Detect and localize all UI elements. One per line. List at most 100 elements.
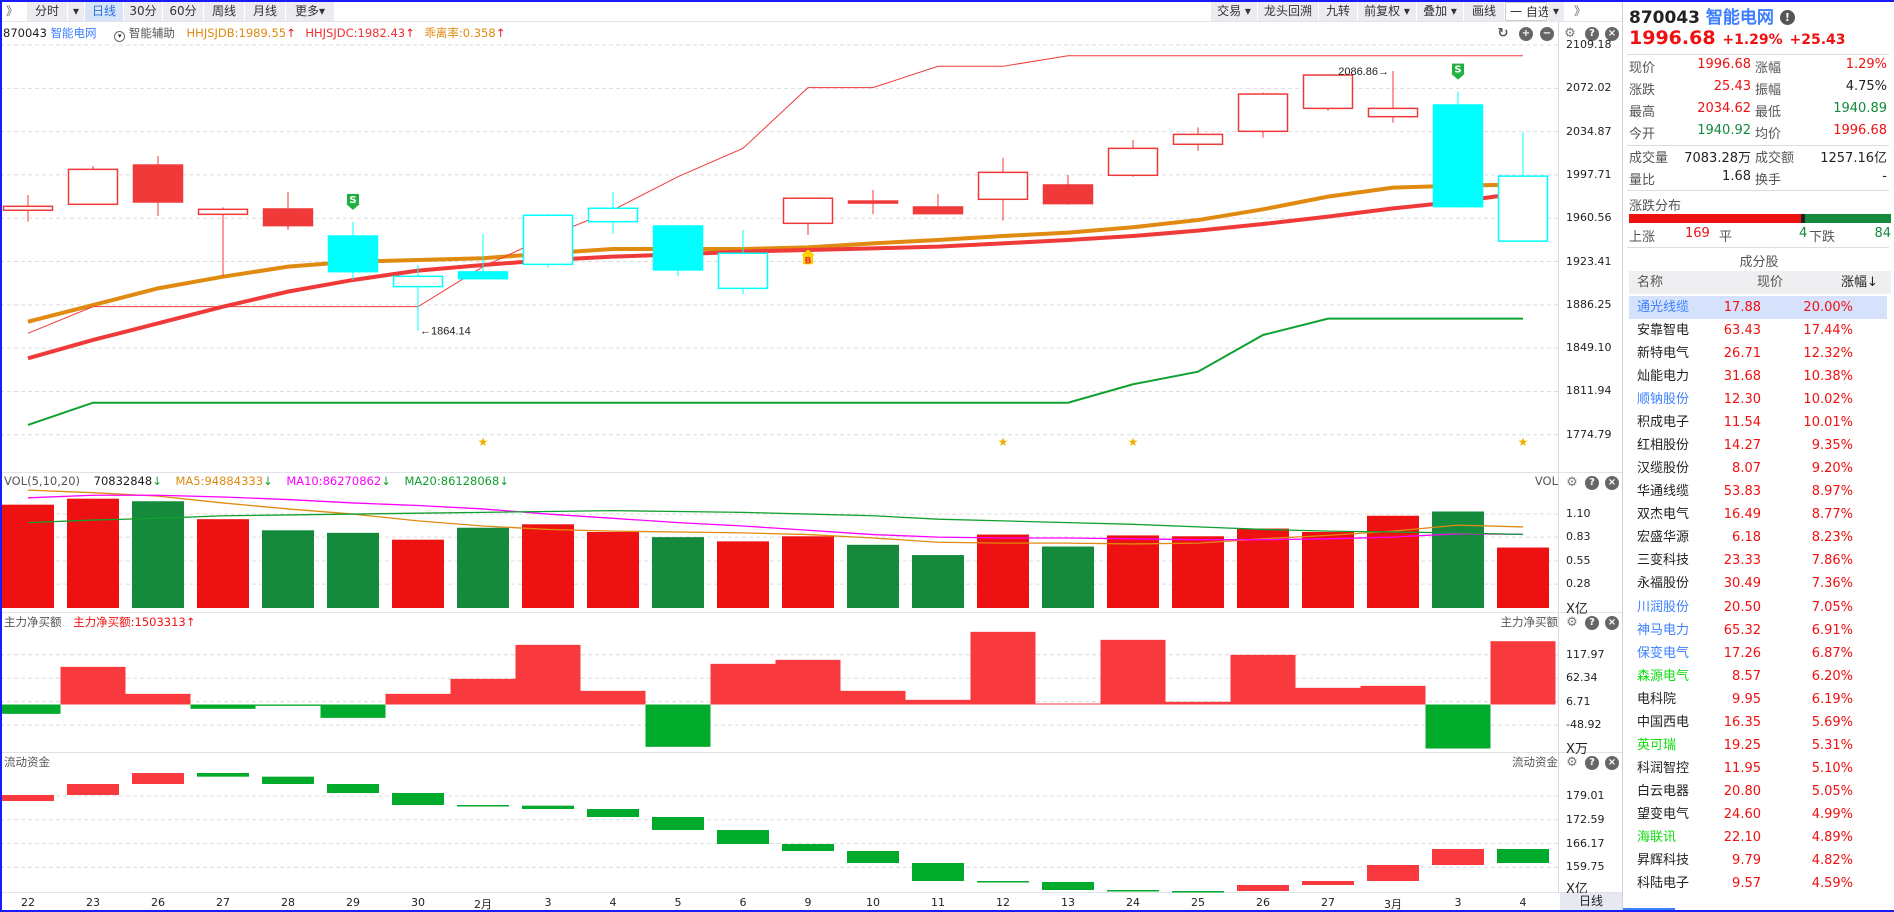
close-icon[interactable]: × — [1605, 27, 1619, 41]
stock-row[interactable]: 宏盛华源 6.18 8.23% — [1629, 526, 1887, 549]
trade-menu[interactable]: 交易 ▾ — [1211, 2, 1257, 21]
stock-row[interactable]: 森源电气 8.57 6.20% — [1629, 665, 1887, 688]
stock-row[interactable]: 海联讯 22.10 4.89% — [1629, 826, 1887, 849]
tab-daily[interactable]: 日线 — [85, 2, 123, 21]
stock-name[interactable]: 积成电子 — [1637, 415, 1690, 431]
overlay-menu[interactable]: 叠加 ▾ — [1417, 2, 1463, 21]
stock-row[interactable]: 永福股份 30.49 7.36% — [1629, 572, 1887, 595]
price-tick-label: 1960.56 — [1566, 211, 1612, 225]
period-label[interactable]: 日线 — [1560, 893, 1622, 910]
help-icon[interactable]: ? — [1585, 616, 1599, 630]
stock-name[interactable]: 英可瑞 — [1637, 737, 1677, 753]
help-icon[interactable]: ? — [1585, 476, 1599, 490]
assist-label[interactable]: 智能辅助 — [128, 26, 175, 40]
collapse-right-button[interactable]: 》 — [1570, 2, 1590, 21]
header-change-sorted[interactable]: 涨幅↓ — [1841, 275, 1878, 290]
scrollbar-thumb[interactable] — [1623, 908, 1675, 910]
header-name[interactable]: 名称 — [1637, 275, 1664, 290]
candle — [392, 264, 444, 331]
stock-name[interactable]: 川润股份 — [1637, 599, 1690, 615]
stock-row[interactable]: 汉缆股份 8.07 9.20% — [1629, 457, 1887, 480]
stock-row[interactable]: 川润股份 20.50 7.05% — [1629, 596, 1887, 619]
leader-backtrace-button[interactable]: 龙头回溯 — [1258, 2, 1318, 21]
stock-row[interactable]: 三变科技 23.33 7.86% — [1629, 549, 1887, 572]
stock-row[interactable]: 科陆电子 9.57 4.59% — [1629, 872, 1887, 895]
collapse-left-button[interactable]: 》 — [2, 2, 22, 21]
stock-row[interactable]: 安靠智电 63.43 17.44% — [1629, 319, 1887, 342]
sidebar-name[interactable]: 智能电网 — [1705, 8, 1774, 28]
stock-row[interactable]: 中国西电 16.35 5.69% — [1629, 711, 1887, 734]
stock-row[interactable]: 科润智控 11.95 5.10% — [1629, 757, 1887, 780]
help-icon[interactable]: ? — [1585, 756, 1599, 770]
stock-name[interactable]: 中国西电 — [1637, 714, 1690, 730]
tab-60min[interactable]: 60分 — [163, 2, 203, 21]
stock-name[interactable]: 海联讯 — [1637, 829, 1677, 845]
stock-name[interactable]: 汉缆股份 — [1637, 461, 1690, 477]
stock-row[interactable]: 电科院 9.95 6.19% — [1629, 688, 1887, 711]
stock-name[interactable]: 华通线缆 — [1637, 484, 1690, 500]
stock-row[interactable]: 双杰电气 16.49 8.77% — [1629, 503, 1887, 526]
stock-row[interactable]: 保变电气 17.26 6.87% — [1629, 642, 1887, 665]
gear-icon[interactable]: ⚙ — [1566, 475, 1578, 490]
stock-name[interactable]: 新特电气 — [1637, 346, 1690, 362]
stock-row[interactable]: 昇辉科技 9.79 4.82% — [1629, 849, 1887, 872]
nine-turn-button[interactable]: 九转 — [1319, 2, 1357, 21]
close-icon[interactable]: × — [1605, 616, 1619, 630]
help-icon[interactable]: ? — [1585, 27, 1599, 41]
stock-name[interactable]: 保变电气 — [1637, 645, 1690, 661]
tab-weekly[interactable]: 周线 — [204, 2, 244, 21]
stock-row[interactable]: 华通线缆 53.83 8.97% — [1629, 480, 1887, 503]
stock-row[interactable]: 新特电气 26.71 12.32% — [1629, 342, 1887, 365]
close-icon[interactable]: × — [1605, 476, 1619, 490]
stock-name[interactable]: 永福股份 — [1637, 576, 1690, 592]
stock-row[interactable]: 白云电器 20.80 5.05% — [1629, 780, 1887, 803]
stock-name[interactable]: 白云电器 — [1637, 783, 1690, 799]
stock-name[interactable]: 双杰电气 — [1637, 507, 1690, 523]
liquidity-bar — [1432, 849, 1484, 866]
stock-row[interactable]: 神马电力 65.32 6.91% — [1629, 619, 1887, 642]
stock-row[interactable]: 积成电子 11.54 10.01% — [1629, 411, 1887, 434]
stock-name[interactable]: 望变电气 — [1637, 806, 1690, 822]
zoom-out-icon[interactable]: − — [1540, 27, 1554, 41]
stock-name[interactable]: 顺钠股份 — [1637, 392, 1690, 408]
tab-30min[interactable]: 30分 — [124, 2, 162, 21]
watchlist-dropdown[interactable]: ▾ — [1548, 2, 1564, 21]
stock-name[interactable]: 灿能电力 — [1637, 369, 1690, 385]
adjust-menu[interactable]: 前复权 ▾ — [1358, 2, 1416, 21]
refresh-icon[interactable]: ↻ — [1497, 26, 1509, 41]
zoom-in-icon[interactable]: + — [1519, 27, 1533, 41]
close-icon[interactable]: × — [1605, 756, 1619, 770]
stock-name[interactable]: 科陆电子 — [1637, 876, 1690, 891]
kline-chart[interactable]: ←1864.14 2086.86→ S S B ★ ★ ★ ★ — [0, 0, 1558, 912]
fenshi-dropdown[interactable]: ▾ — [68, 2, 84, 21]
gear-icon[interactable]: ⚙ — [1566, 755, 1578, 770]
draw-line-button[interactable]: 画线 — [1464, 2, 1504, 21]
stock-row[interactable]: 灿能电力 31.68 10.38% — [1629, 365, 1887, 388]
stock-name[interactable]: 宏盛华源 — [1637, 530, 1690, 546]
tab-monthly[interactable]: 月线 — [245, 2, 285, 21]
stock-name[interactable]: 电科院 — [1637, 691, 1677, 707]
volume-tick-label: 0.55 — [1566, 554, 1591, 568]
tab-fenshi[interactable]: 分时 — [27, 2, 67, 21]
stock-name[interactable]: 安靠智电 — [1637, 323, 1690, 339]
stock-name[interactable]: 三变科技 — [1637, 553, 1690, 569]
stock-name[interactable]: 科润智控 — [1637, 760, 1690, 776]
stock-name[interactable]: 红相股份 — [1637, 438, 1690, 454]
stock-name[interactable]: 神马电力 — [1637, 622, 1690, 638]
header-price[interactable]: 现价 — [1757, 275, 1784, 290]
stock-name[interactable]: 昇辉科技 — [1637, 852, 1690, 868]
gear-icon[interactable]: ⚙ — [1566, 615, 1578, 630]
stock-row[interactable]: 望变电气 24.60 4.99% — [1629, 803, 1887, 826]
gear-icon[interactable]: ⚙ — [1564, 26, 1576, 41]
stock-row[interactable]: 顺钠股份 12.30 10.02% — [1629, 388, 1887, 411]
info-icon[interactable]: ! — [1779, 10, 1795, 25]
stock-row[interactable]: 红相股份 14.27 9.35% — [1629, 434, 1887, 457]
watchlist-button[interactable]: 一 自选 — [1505, 2, 1550, 21]
stock-name[interactable]: 森源电气 — [1637, 668, 1690, 684]
stock-name[interactable]: 通光线缆 — [1637, 300, 1690, 315]
axis-divider — [1558, 22, 1559, 892]
stock-row[interactable]: 英可瑞 19.25 5.31% — [1629, 734, 1887, 757]
more-menu[interactable]: 更多▾ — [286, 2, 334, 21]
assist-toggle-icon[interactable]: ▾ — [114, 31, 126, 42]
stock-row[interactable]: 通光线缆 17.88 20.00% — [1629, 296, 1887, 319]
